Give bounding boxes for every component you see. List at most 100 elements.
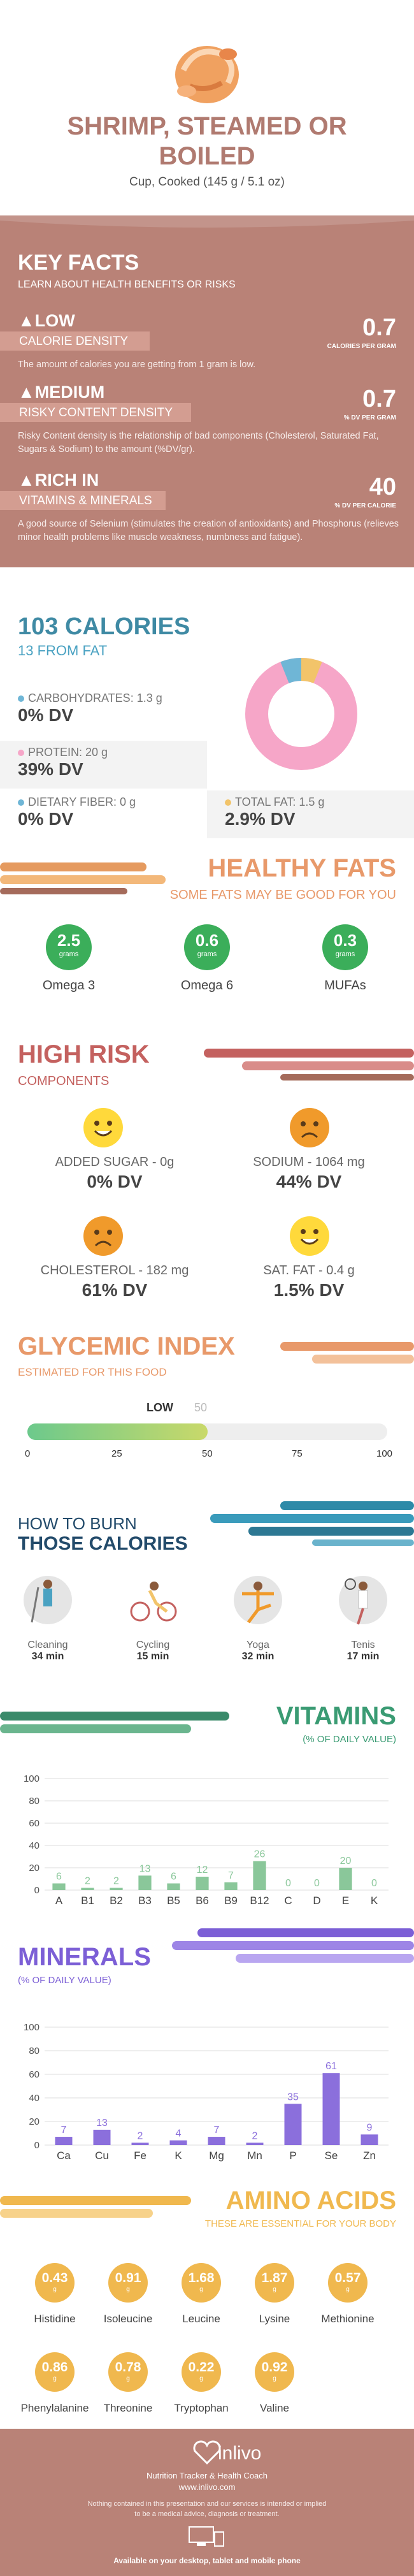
y-tick-label: 100: [24, 1773, 39, 1784]
sat-fat-label: SAT. FAT - 0.4 g: [263, 1263, 355, 1277]
omega6-circle: 0.6 grams: [184, 924, 230, 970]
x-tick-label: Fe: [134, 2150, 146, 2162]
warning-icon: ▲: [18, 311, 35, 330]
key-facts-heading: KEY FACTS: [18, 251, 139, 275]
glycemic-bar-fill: [27, 1423, 208, 1440]
stripe-decoration: [0, 2196, 191, 2218]
bar-K: [169, 2140, 187, 2145]
bar-value-label: 20: [340, 1856, 352, 1867]
glycemic-value: 50: [194, 1401, 208, 1414]
mufas-circle: 0.3 grams: [322, 924, 368, 970]
y-tick-label: 80: [29, 1796, 39, 1807]
x-tick-label: E: [342, 1895, 349, 1907]
amino-circle: 0.78 g: [108, 2352, 148, 2392]
happy-face-icon: [83, 1108, 123, 1147]
activity-icons: [24, 1576, 387, 1625]
sad-face-icon: [83, 1216, 123, 1256]
bar-value-label: 6: [56, 1872, 62, 1882]
stripe-decoration: [0, 1712, 229, 1733]
amino-label: Methionine: [321, 2313, 375, 2325]
x-tick-label: B9: [224, 1895, 238, 1907]
glycemic-subheading: ESTIMATED FOR THIS FOOD: [18, 1366, 167, 1378]
disclaimer-line2: to be a medical advice, diagnosis or tre…: [134, 2510, 280, 2518]
x-tick-label: Zn: [363, 2150, 376, 2162]
bar-P: [284, 2104, 302, 2145]
bar-A: [52, 1883, 66, 1890]
high-risk-heading: HIGH RISK: [18, 1040, 150, 1068]
x-tick-label: Ca: [57, 2150, 71, 2162]
fact-value: 0.7: [362, 386, 396, 412]
fiber-item: DIETARY FIBER: 0 g 0% DV: [18, 796, 136, 829]
amino-circle: 0.91 g: [108, 2263, 148, 2303]
bar-E: [339, 1868, 352, 1890]
bar-Mn: [246, 2143, 264, 2145]
fact-value: 0.7: [362, 314, 396, 341]
amino-label: Threonine: [103, 2402, 153, 2414]
bar-B1: [81, 1888, 94, 1890]
bar-value-label: 26: [254, 1849, 266, 1860]
glycemic-level: LOW: [146, 1401, 173, 1414]
bar-B2: [110, 1888, 123, 1890]
fact-bar: RISKY CONTENT DENSITY: [0, 403, 191, 422]
x-tick-label: K: [371, 1895, 378, 1907]
amino-circle: 0.22 g: [182, 2352, 221, 2392]
brand-tagline: Nutrition Tracker & Health Coach: [146, 2471, 268, 2480]
bar-value-label: 7: [228, 1870, 234, 1881]
amino-circle: 0.43 g: [35, 2263, 75, 2303]
y-tick-label: 0: [34, 1885, 39, 1896]
x-tick-label: B2: [110, 1895, 123, 1907]
y-tick-label: 0: [34, 2140, 39, 2151]
bar-B12: [253, 1861, 266, 1890]
warning-icon: ▲: [18, 470, 35, 490]
bar-value-label: 2: [138, 2130, 143, 2141]
sat-fat-dv: 1.5% DV: [273, 1280, 345, 1300]
fact-description: A good source of Selenium (stimulates th…: [18, 519, 399, 542]
x-tick-label: Se: [325, 2150, 338, 2162]
footer: inlivo Nutrition Tracker & Health Coach …: [0, 2429, 414, 2576]
serving-size: Cup, Cooked (145 g / 5.1 oz): [129, 175, 285, 189]
omega3-label: Omega 3: [42, 979, 96, 993]
x-tick-label: B1: [81, 1895, 94, 1907]
carbs-item: CARBOHYDRATES: 1.3 g 0% DV: [18, 692, 162, 725]
bar-value-label: 13: [139, 1863, 151, 1874]
fact-description: Risky Content density is the relationshi…: [18, 431, 379, 455]
fat-item: TOTAL FAT: 1.5 g 2.9% DV: [207, 790, 414, 838]
yoga-icon: [234, 1576, 282, 1624]
y-tick-label: 20: [29, 2116, 39, 2127]
bar-Fe: [131, 2143, 149, 2145]
activity-cycling: Cycling 15 min: [136, 1640, 170, 1662]
amino-label: Tryptophan: [174, 2402, 229, 2414]
devices-icon: [189, 2526, 224, 2547]
brand-url[interactable]: www.inlivo.com: [178, 2482, 236, 2492]
bar-value-label: 0: [314, 1878, 320, 1889]
fact-unit: % DV PER CALORIE: [334, 502, 396, 509]
warning-icon: ▲: [18, 382, 35, 402]
stripe-decoration: [204, 1049, 414, 1081]
calorie-donut-chart: [245, 657, 357, 770]
glycemic-ticks: 0 25 50 75 100: [25, 1448, 393, 1459]
healthy-fats-subheading: SOME FATS MAY BE GOOD FOR YOU: [169, 888, 396, 902]
burn-calories-section: HOW TO BURN THOSE CALORIES Cleaning 34 mi…: [0, 1492, 414, 1702]
fact-level: ▲RICH IN: [18, 470, 99, 490]
x-tick-label: B12: [250, 1895, 269, 1907]
vitamins-subheading: (% OF DAILY VALUE): [303, 1734, 396, 1745]
amino-label: Leucine: [182, 2313, 220, 2325]
amino-label: Histidine: [34, 2313, 76, 2325]
x-tick-label: P: [289, 2150, 296, 2162]
mufas-label: MUFAs: [324, 979, 366, 993]
burn-heading-line2: THOSE CALORIES: [18, 1533, 188, 1554]
bar-Mg: [208, 2137, 225, 2145]
bar-value-label: 2: [113, 1876, 119, 1887]
sad-face-icon: [290, 1108, 329, 1147]
bar-Zn: [360, 2134, 378, 2145]
bar-value-label: 12: [197, 1865, 208, 1875]
bar-value-label: 2: [252, 2130, 258, 2141]
bar-Ca: [55, 2137, 73, 2145]
bar-value-label: 61: [325, 2061, 337, 2072]
bar-value-label: 2: [85, 1876, 90, 1887]
minerals-section: MINERALS (% OF DAILY VALUE) 0 20 40 60 80 100…: [0, 1919, 414, 2187]
tennis-icon: [339, 1576, 387, 1625]
x-tick-label: Mn: [247, 2150, 262, 2162]
fact-level: ▲MEDIUM: [18, 382, 105, 402]
minerals-subheading: (% OF DAILY VALUE): [18, 1975, 111, 1986]
